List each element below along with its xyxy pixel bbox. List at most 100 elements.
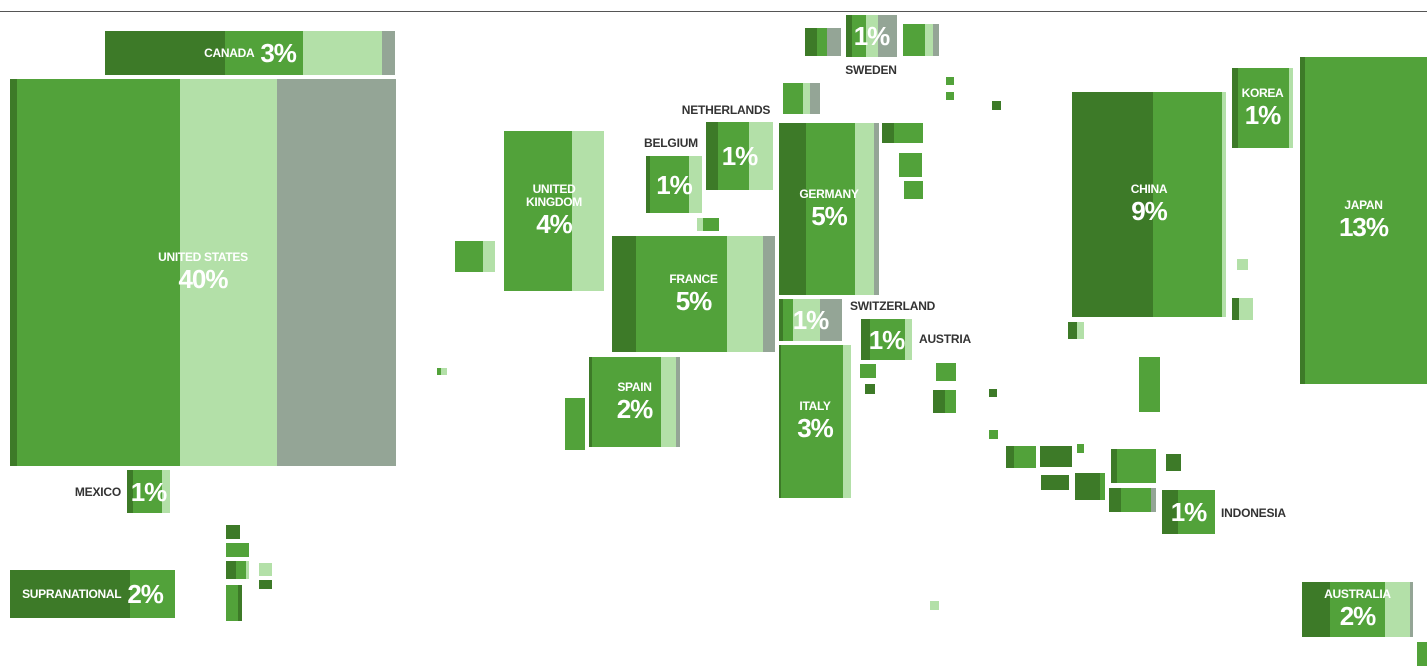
territory (1075, 473, 1100, 500)
block-segment (127, 470, 133, 513)
block-segment (676, 357, 680, 447)
block-segment (130, 570, 175, 618)
territory (945, 390, 956, 413)
territory (882, 123, 894, 143)
block-segment (781, 345, 843, 498)
territory (226, 525, 240, 539)
block-segment (779, 123, 806, 295)
block-segment (646, 156, 650, 213)
block-segment (1222, 92, 1226, 317)
block-segment (1385, 582, 1410, 637)
block-segment (10, 79, 17, 466)
block-segment (504, 131, 572, 291)
country-name: BELGIUM (644, 136, 698, 150)
block-segment (852, 15, 866, 57)
territory (860, 364, 876, 378)
territory (810, 83, 820, 114)
territory (1239, 298, 1253, 320)
territory (904, 181, 923, 199)
territory (1166, 454, 1181, 471)
block-segment (277, 79, 396, 466)
territory (946, 92, 954, 100)
territory (989, 430, 998, 439)
block-segment (779, 299, 783, 341)
territory (226, 561, 236, 579)
territory (1417, 642, 1427, 666)
country-name: SWEDEN (845, 63, 897, 77)
block-segment (878, 15, 897, 57)
territory (226, 585, 238, 621)
block-segment (1300, 57, 1305, 384)
block-segment (1232, 68, 1238, 148)
block-segment (225, 31, 303, 75)
territory (1151, 488, 1156, 512)
territory (1068, 322, 1077, 339)
territory (1006, 446, 1014, 468)
block-segment (1162, 490, 1178, 534)
block-segment (1238, 68, 1289, 148)
block-segment (1153, 92, 1222, 317)
block-segment (17, 79, 180, 466)
territory (903, 24, 925, 56)
block-segment (783, 299, 793, 341)
country-name: INDONESIA (1221, 506, 1286, 520)
territory (1100, 473, 1105, 500)
block-segment (572, 131, 604, 291)
block-segment (706, 122, 718, 190)
block-segment (779, 345, 781, 498)
block-segment (1072, 92, 1153, 317)
territory (1111, 449, 1117, 483)
territory (1077, 322, 1084, 339)
territory (930, 601, 939, 610)
country-name: NETHERLANDS (681, 103, 771, 117)
block-segment (727, 236, 763, 352)
block-segment (133, 470, 162, 513)
territory (803, 83, 810, 114)
territory (697, 218, 703, 231)
territory (437, 368, 441, 375)
territory (565, 398, 585, 450)
territory (259, 563, 272, 576)
territory (992, 101, 1001, 110)
block-segment (612, 236, 636, 352)
block-segment (162, 470, 170, 513)
territory (441, 368, 447, 375)
block-segment (820, 299, 842, 341)
block-segment (793, 299, 820, 341)
territory (925, 24, 933, 56)
territory (933, 24, 939, 56)
block-segment (861, 319, 870, 360)
territory (1077, 444, 1084, 453)
block-segment (382, 31, 395, 75)
block-segment (1410, 582, 1413, 637)
territory (703, 218, 719, 231)
territory (1041, 475, 1069, 490)
block-segment (763, 236, 775, 352)
territory (1139, 357, 1160, 412)
territory (805, 28, 817, 56)
block-segment (866, 15, 878, 57)
country-name: MEXICO (74, 485, 121, 499)
block-segment (689, 156, 702, 213)
country-name: AUSTRIA (919, 332, 971, 346)
territory (1237, 259, 1248, 270)
country-name: SWITZERLAND (850, 299, 936, 313)
block-segment (636, 236, 727, 352)
block-segment (589, 357, 592, 447)
block-segment (855, 123, 874, 295)
block-segment (303, 31, 382, 75)
territory (783, 83, 803, 114)
block-segment (749, 122, 773, 190)
territory (259, 580, 272, 589)
block-segment (874, 123, 879, 295)
territory (238, 585, 242, 621)
block-segment (870, 319, 905, 360)
territory (989, 389, 997, 397)
block-segment (10, 570, 130, 618)
block-segment (905, 319, 912, 360)
block-segment (846, 15, 852, 57)
territory (1040, 446, 1072, 467)
territory (827, 28, 841, 56)
block-segment (806, 123, 855, 295)
